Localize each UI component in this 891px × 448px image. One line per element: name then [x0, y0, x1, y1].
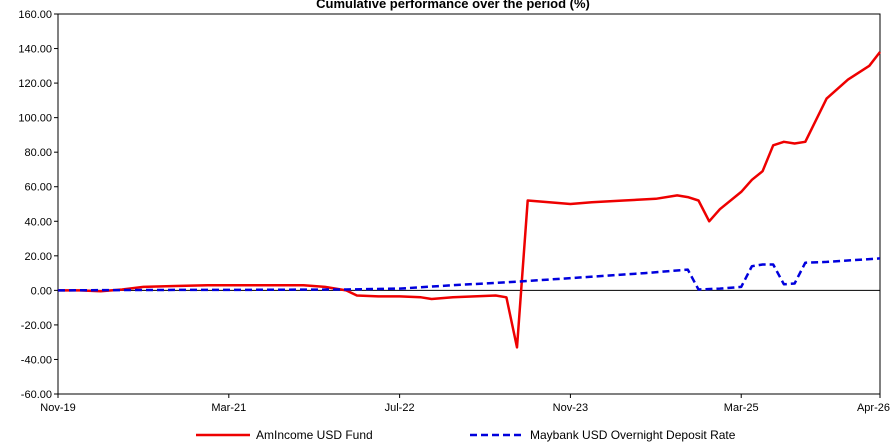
- y-axis-ticks: -60.00 -40.00 -20.00 0.00 20.00 40.00 60.00 80.…: [18, 9, 58, 401]
- legend-label-maybank: Maybank USD Overnight Deposit Rate: [530, 428, 736, 442]
- series-line-maybank: [57, 257, 881, 292]
- chart-title: Cumulative performance over the period (…: [316, 0, 590, 11]
- y-tick-label: 0.00: [31, 285, 52, 297]
- x-tick-label: Mar-25: [724, 402, 759, 414]
- x-tick-label: Jul-22: [385, 402, 415, 414]
- x-tick-label: Apr-26: [857, 402, 890, 414]
- y-tick-label: 160.00: [18, 9, 52, 21]
- legend: AmIncome USD Fund Maybank USD Overnight …: [196, 428, 736, 442]
- x-tick-label: Nov-19: [40, 402, 75, 414]
- y-tick-label: 100.00: [18, 113, 52, 125]
- series-line-amincome: [58, 51, 881, 349]
- x-tick-label: Nov-23: [553, 402, 588, 414]
- y-tick-label: 120.00: [18, 78, 52, 90]
- y-tick-label: -60.00: [21, 389, 52, 401]
- y-tick-label: 140.00: [18, 44, 52, 56]
- series-lines: [57, 51, 881, 349]
- x-axis-ticks: Nov-19 Mar-21 Jul-22 Nov-23 Mar-25 Apr-26: [40, 394, 890, 414]
- x-tick-label: Mar-21: [211, 402, 246, 414]
- legend-label-amincome: AmIncome USD Fund: [256, 428, 373, 442]
- y-tick-label: 20.00: [24, 251, 52, 263]
- y-tick-label: -40.00: [21, 354, 52, 366]
- y-tick-label: 80.00: [24, 147, 52, 159]
- plot-area: [57, 13, 881, 395]
- y-tick-label: 40.00: [24, 216, 52, 228]
- y-tick-label: 60.00: [24, 182, 52, 194]
- y-tick-label: -20.00: [21, 320, 52, 332]
